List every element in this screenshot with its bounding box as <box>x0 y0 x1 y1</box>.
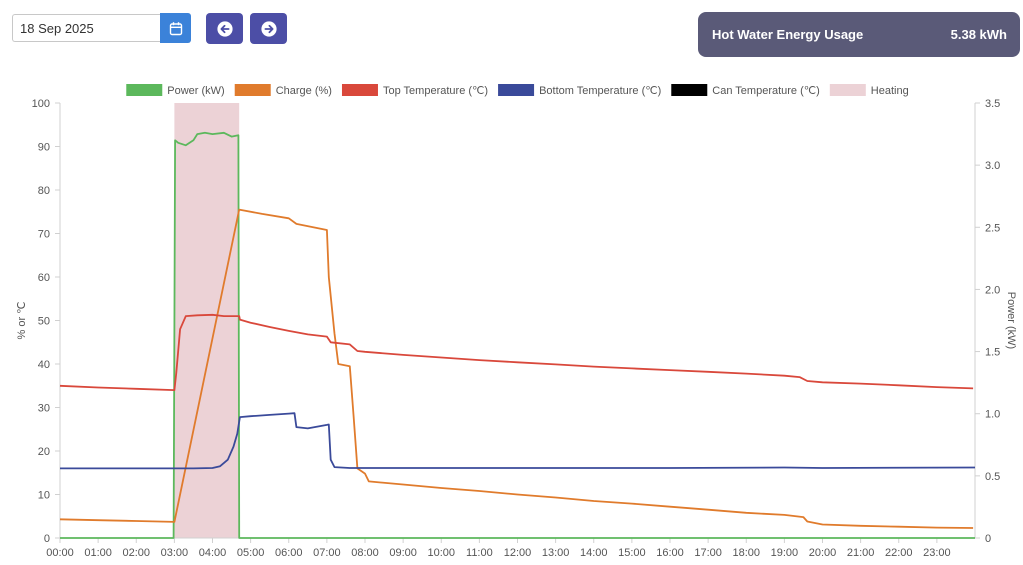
y-left-axis-title: % or ℃ <box>16 301 28 339</box>
calendar-button[interactable] <box>160 13 191 43</box>
y-right-tick-label: 3.5 <box>985 98 1000 110</box>
y-right-tick-label: 1.5 <box>985 347 1000 359</box>
y-left-tick-label: 40 <box>38 359 50 371</box>
heating-band-0 <box>174 103 240 538</box>
y-left-tick-label: 20 <box>38 446 50 458</box>
x-tick-label: 02:00 <box>122 547 150 559</box>
date-toolbar <box>12 13 191 43</box>
y-right-tick-label: 3.0 <box>985 160 1000 172</box>
series-line-0 <box>60 131 975 539</box>
x-tick-label: 01:00 <box>84 547 112 559</box>
x-tick-label: 05:00 <box>237 547 265 559</box>
legend-swatch-1 <box>234 84 271 96</box>
x-tick-label: 14:00 <box>580 547 608 559</box>
legend-label-1: Charge (%) <box>276 85 332 97</box>
series-line-2 <box>59 313 974 391</box>
x-tick-label: 16:00 <box>656 547 684 559</box>
y-left-tick-label: 80 <box>38 185 50 197</box>
series-line-1 <box>59 208 974 529</box>
x-tick-label: 18:00 <box>732 547 760 559</box>
x-tick-label: 00:00 <box>46 547 74 559</box>
x-tick-label: 12:00 <box>504 547 532 559</box>
energy-usage-value: 5.38 kWh <box>950 27 1007 42</box>
previous-day-button[interactable] <box>206 13 243 44</box>
x-tick-label: 19:00 <box>771 547 799 559</box>
legend-swatch-2 <box>341 84 378 96</box>
energy-usage-card: Hot Water Energy Usage 5.38 kWh <box>698 12 1020 57</box>
x-tick-label: 20:00 <box>809 547 837 559</box>
legend-swatch-5 <box>829 84 866 96</box>
date-input[interactable] <box>12 14 160 42</box>
y-left-tick-label: 100 <box>32 98 50 110</box>
y-right-tick-label: 2.5 <box>985 222 1000 234</box>
x-tick-label: 11:00 <box>466 547 493 559</box>
legend-swatch-4 <box>671 84 708 96</box>
y-left-tick-label: 10 <box>38 490 50 502</box>
legend-label-5: Heating <box>871 85 909 97</box>
legend-swatch-0 <box>126 84 163 96</box>
y-left-tick-label: 70 <box>38 229 50 241</box>
x-tick-label: 21:00 <box>847 547 875 559</box>
x-tick-label: 04:00 <box>199 547 227 559</box>
legend-label-0: Power (kW) <box>167 85 224 97</box>
y-left-tick-label: 0 <box>44 533 50 545</box>
next-day-button[interactable] <box>250 13 287 44</box>
x-tick-label: 22:00 <box>885 547 913 559</box>
legend-label-4: Can Temperature (℃) <box>712 85 820 97</box>
x-tick-label: 08:00 <box>351 547 379 559</box>
series-line-3 <box>60 412 976 470</box>
x-tick-label: 17:00 <box>694 547 722 559</box>
y-left-tick-label: 30 <box>38 403 50 415</box>
x-tick-label: 13:00 <box>542 547 570 559</box>
legend-swatch-3 <box>498 84 535 96</box>
x-tick-label: 03:00 <box>161 547 189 559</box>
legend-label-2: Top Temperature (℃) <box>383 85 488 97</box>
arrow-left-circle-icon <box>216 20 233 37</box>
y-right-tick-label: 0.5 <box>985 471 1000 483</box>
y-right-axis-title: Power (kW) <box>1005 292 1017 349</box>
x-tick-label: 06:00 <box>275 547 303 559</box>
y-right-tick-label: 0 <box>985 533 991 545</box>
y-left-tick-label: 90 <box>38 142 50 154</box>
x-tick-label: 07:00 <box>313 547 341 559</box>
y-right-tick-label: 2.0 <box>985 284 1000 296</box>
y-left-tick-label: 60 <box>38 272 50 284</box>
calendar-icon <box>169 21 182 35</box>
x-tick-label: 23:00 <box>923 547 951 559</box>
y-left-tick-label: 50 <box>38 316 50 328</box>
legend-label-3: Bottom Temperature (℃) <box>539 85 661 97</box>
y-right-tick-label: 1.0 <box>985 409 1000 421</box>
x-tick-label: 15:00 <box>618 547 646 559</box>
arrow-right-circle-icon <box>260 20 277 37</box>
energy-usage-label: Hot Water Energy Usage <box>712 27 864 42</box>
x-tick-label: 09:00 <box>389 547 417 559</box>
x-tick-label: 10:00 <box>427 547 455 559</box>
